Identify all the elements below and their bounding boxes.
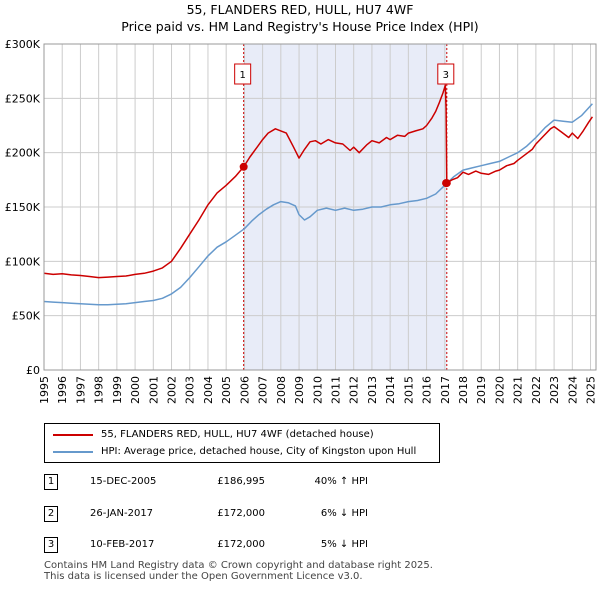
legend-swatch-hpi [53,451,93,453]
y-tick-label: £200K [5,147,41,160]
x-tick-label: 2003 [184,376,197,404]
x-tick-label: 2004 [202,376,215,404]
x-tick-label: 2017 [439,376,452,404]
x-tick-label: 2009 [293,376,306,404]
x-tick-label: 2021 [512,376,525,404]
sale-flag-label: 3 [443,70,449,81]
x-tick-label: 2001 [147,376,160,404]
transaction-date: 15-DEC-2005 [90,476,157,487]
table-row: 3 10-FEB-2017 £172,000 5% ↓ HPI [0,535,600,555]
x-tick-label: 2016 [421,376,434,404]
x-tick-label: 2024 [566,376,579,404]
transaction-hpi-diff: 40% ↑ HPI [314,476,368,487]
transaction-price: £186,995 [217,476,265,487]
sale-marker-3 [442,179,451,188]
x-tick-label: 2025 [585,376,598,404]
x-tick-label: 2010 [311,376,324,404]
transaction-number: 2 [44,506,58,522]
x-tick-label: 2008 [275,376,288,404]
x-tick-label: 2002 [166,376,179,404]
y-tick-label: £150K [5,201,41,214]
y-tick-label: £0 [26,364,40,377]
y-tick-label: £50K [12,310,41,323]
transaction-price: £172,000 [217,508,265,519]
sale-flag-box [234,63,252,85]
price-chart: 1 3 £0 £50K £100K £150K £200K £250K £300K 1995 199… [5,38,598,404]
x-tick-label: 2005 [220,376,233,404]
x-tick-label: 2014 [384,376,397,404]
transaction-hpi-diff: 5% ↓ HPI [320,539,368,550]
x-tick-label: 2013 [366,376,379,404]
transaction-price: £172,000 [217,539,265,550]
x-tick-label: 2011 [329,376,342,404]
x-tick-label: 1998 [93,376,106,404]
x-tick-label: 1997 [74,376,87,404]
y-tick-label: £250K [5,92,41,105]
x-tick-label: 1999 [111,376,124,404]
x-tick-label: 2006 [238,376,251,404]
sale-marker-1 [239,162,248,171]
x-tick-label: 2007 [257,376,270,404]
footer-line-2: This data is licensed under the Open Gov… [44,571,363,582]
transaction-date: 10-FEB-2017 [90,539,155,550]
x-tick-label: 2012 [348,376,361,404]
chart-title: 55, FLANDERS RED, HULL, HU7 4WF [186,2,414,17]
chart-subtitle: Price paid vs. HM Land Registry's House … [121,19,479,34]
x-tick-label: 1996 [56,376,69,404]
y-tick-label: £100K [5,255,41,268]
x-tick-label: 2015 [402,376,415,404]
table-row: 1 15-DEC-2005 £186,995 40% ↑ HPI [0,472,600,492]
plot-frame [43,43,597,371]
legend-label-hpi: HPI: Average price, detached house, City… [101,446,417,457]
footer-attribution: Contains HM Land Registry data © Crown c… [44,560,433,582]
x-tick-label: 2020 [493,376,506,404]
sale-flag-box [437,63,455,85]
sale-flag-label: 1 [239,70,245,81]
transaction-number: 3 [44,537,58,553]
x-tick-label: 2022 [530,376,543,404]
x-tick-label: 1995 [38,376,51,404]
footer-line-1: Contains HM Land Registry data © Crown c… [44,560,433,571]
x-tick-label: 2018 [457,376,470,404]
price-paid-line [43,84,594,279]
x-tick-label: 2023 [548,376,561,404]
y-tick-label: £300K [5,38,41,51]
transaction-number: 1 [44,474,58,490]
legend-swatch-price [53,434,93,436]
legend-label-price: 55, FLANDERS RED, HULL, HU7 4WF (detache… [101,429,374,440]
chart-legend: 55, FLANDERS RED, HULL, HU7 4WF (detache… [44,423,440,463]
table-row: 2 26-JAN-2017 £172,000 6% ↓ HPI [0,504,600,524]
x-tick-label: 2000 [129,376,142,404]
transaction-hpi-diff: 6% ↓ HPI [320,508,368,519]
x-tick-label: 2019 [475,376,488,404]
transaction-date: 26-JAN-2017 [90,508,154,519]
hpi-line [43,103,593,306]
